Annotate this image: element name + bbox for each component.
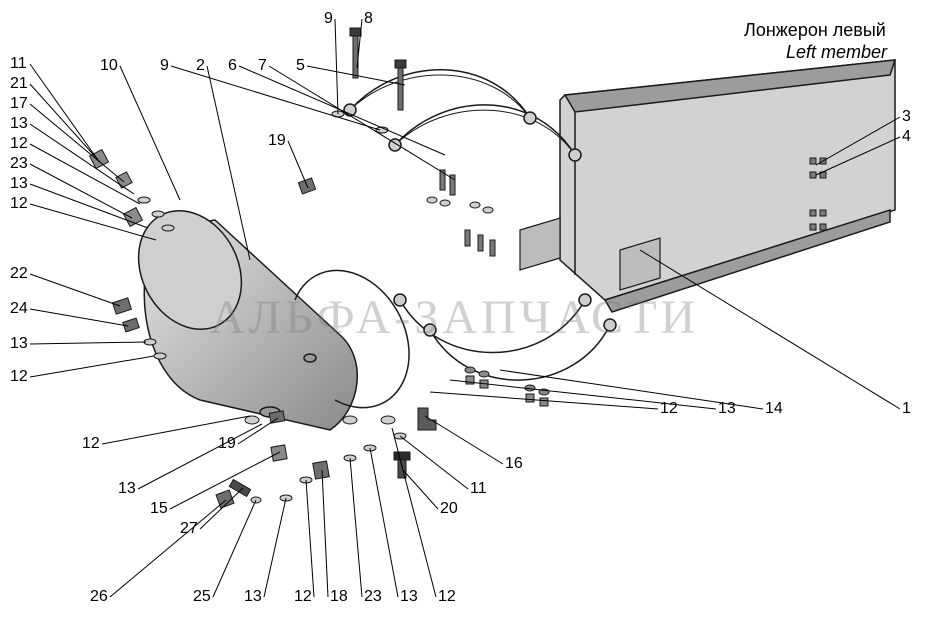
callout-l16: 16 (505, 455, 523, 473)
callout-l4: 4 (902, 128, 911, 146)
callout-l13f: 13 (244, 588, 262, 606)
callout-l19b: 19 (218, 435, 236, 453)
callout-l3: 3 (902, 108, 911, 126)
callout-l12a: 12 (10, 135, 28, 153)
callout-l12d: 12 (660, 400, 678, 418)
callout-l7: 7 (258, 57, 267, 75)
left-member-shape (560, 60, 895, 312)
callout-l21: 21 (10, 75, 28, 93)
callout-l13b: 13 (10, 175, 28, 193)
callout-l12c: 12 (10, 368, 28, 386)
callout-l11b: 11 (470, 480, 487, 498)
callout-l24: 24 (10, 300, 28, 318)
callout-l13c: 13 (10, 335, 28, 353)
callout-l13g: 13 (400, 588, 418, 606)
callout-l8: 8 (364, 10, 373, 28)
callout-l19a: 19 (268, 132, 286, 150)
callout-l9b: 9 (160, 57, 169, 75)
callout-l13d: 13 (718, 400, 736, 418)
callout-l17: 17 (10, 95, 28, 113)
callout-l26: 26 (90, 588, 108, 606)
callout-l14: 14 (765, 400, 783, 418)
callout-l12b: 12 (10, 195, 28, 213)
callout-l2: 2 (196, 57, 205, 75)
callout-l12f: 12 (294, 588, 312, 606)
diagram-svg (0, 0, 934, 635)
callout-l15: 15 (150, 500, 168, 518)
callout-l11a: 11 (10, 55, 27, 73)
callout-l9a: 9 (324, 10, 333, 28)
callout-l23a: 23 (10, 155, 28, 173)
callout-l6: 6 (228, 57, 237, 75)
strap-top (344, 70, 581, 161)
callout-l23b: 23 (364, 588, 382, 606)
callout-l27: 27 (180, 520, 198, 538)
callout-l1: 1 (902, 400, 911, 418)
callout-l20: 20 (440, 500, 458, 518)
callout-l10: 10 (100, 57, 118, 75)
center-fasteners (427, 170, 495, 256)
callout-l25: 25 (193, 588, 211, 606)
callout-l12e: 12 (82, 435, 100, 453)
callout-l13a: 13 (10, 115, 28, 133)
strap-bottom (394, 294, 616, 380)
diagram-canvas: Лонжерон левый Left member (0, 0, 934, 635)
callout-l18: 18 (330, 588, 348, 606)
callout-l12g: 12 (438, 588, 456, 606)
callout-l22: 22 (10, 265, 28, 283)
callout-l13e: 13 (118, 480, 136, 498)
callout-l5: 5 (296, 57, 305, 75)
long-bolts (350, 28, 406, 110)
